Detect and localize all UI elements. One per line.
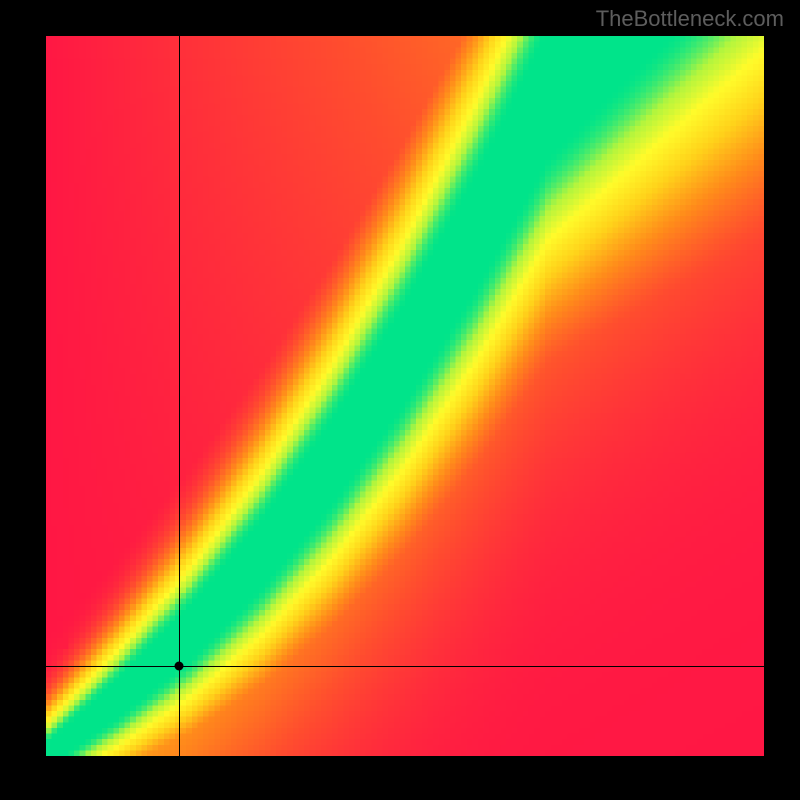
crosshair-vertical: [179, 36, 180, 756]
heatmap-plot: [46, 36, 764, 756]
watermark-text: TheBottleneck.com: [596, 6, 784, 32]
crosshair-horizontal: [46, 666, 764, 667]
heatmap-canvas: [46, 36, 764, 756]
crosshair-marker-dot: [174, 662, 183, 671]
